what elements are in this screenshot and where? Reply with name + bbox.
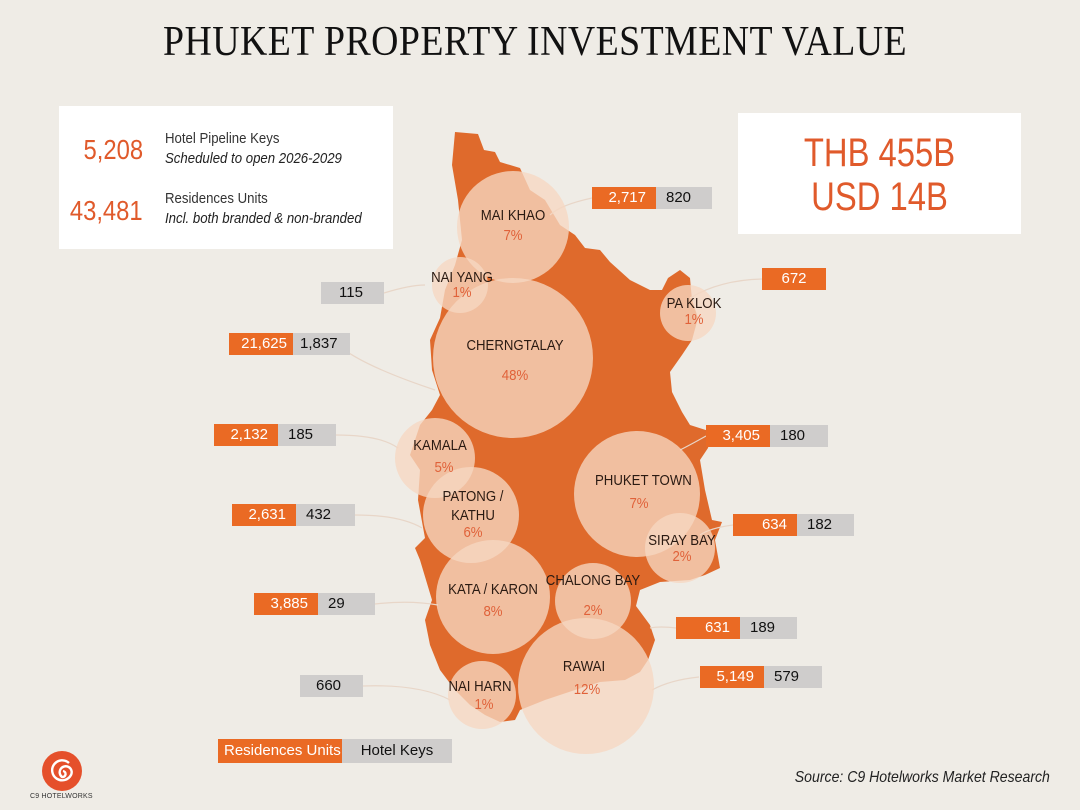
area-pct-nai-yang: 1%	[452, 284, 472, 301]
hotel-value: 182	[797, 514, 854, 536]
area-pct-rawai: 12%	[573, 681, 601, 698]
area-pct-cherngtalay: 48%	[501, 367, 529, 384]
stats-panel: 5,208 Hotel Pipeline Keys Scheduled to o…	[59, 106, 393, 249]
area-label-patong: PATONG /	[442, 488, 504, 505]
stat-value: 43,481	[70, 195, 143, 226]
stat-sublabel: Scheduled to open 2026-2029	[165, 150, 342, 167]
bubble-kata-karon	[436, 540, 550, 654]
source-note: Source: C9 Hotelworks Market Research	[794, 769, 1050, 786]
bubble-mai-khao	[457, 171, 569, 283]
stat-value: 5,208	[83, 134, 143, 165]
residences-value: 2,132	[214, 424, 278, 446]
hotel-value: 432	[296, 504, 355, 526]
total-usd: USD 14B	[811, 175, 948, 219]
bar-pa-klok: 672	[762, 268, 826, 290]
residences-value: 2,717	[592, 187, 656, 209]
area-pct-mai-khao: 7%	[503, 227, 523, 244]
hotel-value: 660	[300, 675, 363, 697]
bubble-siray-bay	[645, 513, 715, 583]
area-label-nai-harn: NAI HARN	[448, 678, 512, 695]
hotel-value: 579	[764, 666, 822, 688]
area-pct-siray-bay: 2%	[672, 548, 692, 565]
hotel-value: 189	[740, 617, 797, 639]
bar-phuket-town: 3,405 180	[706, 425, 828, 447]
bar-siray-bay: 634 182	[733, 514, 854, 536]
area-label-kamala: KAMALA	[413, 437, 467, 454]
legend-residences: Residences Units	[218, 739, 342, 763]
spiral-logo-icon	[42, 751, 82, 791]
bubble-rawai	[518, 618, 654, 754]
stat-label: Hotel Pipeline Keys	[165, 130, 280, 147]
hotel-value: 115	[321, 282, 384, 304]
legend-hotel-keys: Hotel Keys	[342, 739, 452, 763]
hotel-value: 185	[278, 424, 336, 446]
bubble-cherngtalay	[433, 278, 593, 438]
bar-mai-khao: 2,717 820	[592, 187, 712, 209]
area-label-mai-khao: MAI KHAO	[480, 207, 546, 224]
total-value-panel: THB 455B USD 14B	[738, 113, 1021, 234]
residences-value: 5,149	[700, 666, 764, 688]
residences-value: 672	[762, 268, 826, 290]
residences-value: 21,625	[229, 333, 293, 355]
hotel-value: 820	[656, 187, 712, 209]
bar-nai-harn: 660	[300, 675, 363, 697]
area-pct-chalong-bay: 2%	[583, 602, 603, 619]
bubble-nai-harn	[448, 661, 516, 729]
area-label-cherngtalay: CHERNGTALAY	[466, 337, 564, 354]
hotel-value: 1,837	[293, 333, 350, 355]
area-pct-nai-harn: 1%	[474, 696, 494, 713]
bar-kata-karon: 3,885 29	[254, 593, 375, 615]
residences-value: 3,885	[254, 593, 318, 615]
area-label-pa-klok: PA KLOK	[666, 295, 722, 312]
residences-value: 634	[733, 514, 797, 536]
stat-label: Residences Units	[165, 190, 268, 207]
bubble-patong	[423, 467, 519, 563]
hotel-value: 180	[770, 425, 828, 447]
area-label-chalong-bay: CHALONG BAY	[545, 572, 641, 589]
bar-chalong-bay: 631 189	[676, 617, 797, 639]
legend: Residences Units Hotel Keys	[218, 739, 452, 763]
area-label-phuket-town: PHUKET TOWN	[595, 472, 692, 489]
total-thb: THB 455B	[803, 131, 956, 175]
area-label-siray-bay: SIRAY BAY	[648, 532, 716, 549]
area-pct-kamala: 5%	[434, 459, 454, 476]
area-pct-phuket-town: 7%	[629, 495, 649, 512]
logo-text: C9 HOTELWORKS	[30, 793, 93, 800]
bar-kamala: 2,132 185	[214, 424, 336, 446]
hotel-value: 29	[318, 593, 375, 615]
bubbles	[395, 171, 716, 754]
area-pct-patong: 6%	[463, 524, 483, 541]
stat-sublabel: Incl. both branded & non-branded	[165, 210, 362, 227]
area-label-rawai: RAWAI	[562, 658, 606, 675]
area-pct-pa-klok: 1%	[684, 311, 704, 328]
bubble-pa-klok	[660, 285, 716, 341]
area-label-kata-karon: KATA / KARON	[448, 581, 538, 598]
bar-patong: 2,631 432	[232, 504, 355, 526]
residences-value: 2,631	[232, 504, 296, 526]
area-label-kathu: KATHU	[451, 507, 495, 524]
bar-cherngtalay: 21,625 1,837	[229, 333, 350, 355]
bar-nai-yang: 115	[321, 282, 384, 304]
area-label-nai-yang: NAI YANG	[431, 269, 493, 286]
residences-value: 3,405	[706, 425, 770, 447]
area-pct-kata-karon: 8%	[483, 603, 503, 620]
bar-rawai: 5,149 579	[700, 666, 822, 688]
page-title: PHUKET PROPERTY INVESTMENT VALUE	[162, 19, 908, 65]
residences-value: 631	[676, 617, 740, 639]
